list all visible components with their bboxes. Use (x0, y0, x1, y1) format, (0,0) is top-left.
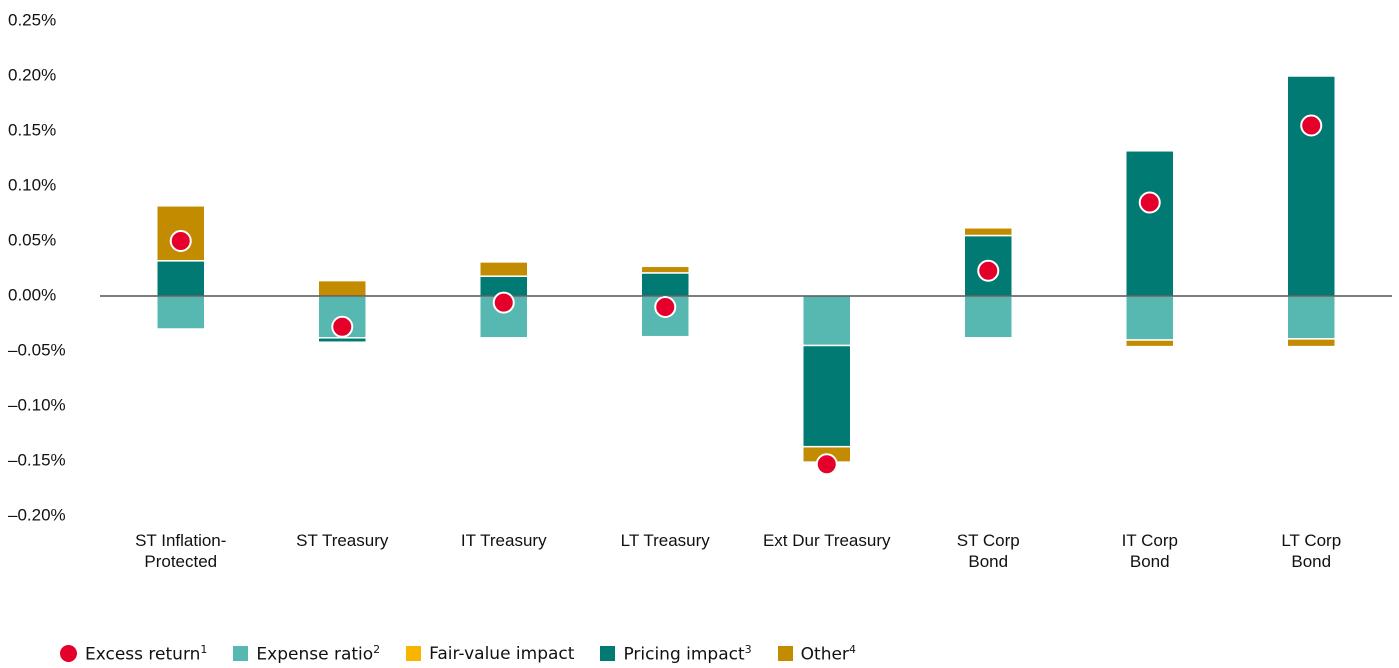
bar-segment (156, 295, 206, 330)
bar-segment (1286, 75, 1336, 297)
y-tick-label: 0.15% (8, 120, 56, 139)
x-tick-label: ST Inflation- Protected (135, 531, 227, 571)
bar-segment (1286, 338, 1336, 348)
excess-return-dot (654, 296, 677, 318)
legend-swatch (600, 646, 616, 662)
legend-swatch (406, 646, 422, 662)
bar-segment (317, 337, 367, 343)
legend-item: Excess return1 (60, 643, 207, 665)
x-tick-label: IT Corp Bond (1121, 531, 1178, 571)
bar-segment (1125, 150, 1175, 297)
bar-segment (1125, 339, 1175, 348)
legend-label: Expense ratio2 (256, 643, 380, 665)
x-tick-label: Ext Dur Treasury (762, 531, 891, 550)
y-tick-label: 0.05% (8, 230, 56, 249)
bar-segment (963, 295, 1013, 339)
legend-item: Other4 (777, 643, 856, 665)
x-tick-label: LT Treasury (620, 531, 710, 550)
excess-return-dot (977, 259, 1000, 282)
y-tick-label: –0.10% (8, 395, 66, 414)
legend-swatch (777, 646, 793, 662)
legend-label: Pricing impact3 (623, 643, 751, 665)
bar-segment (802, 344, 852, 448)
excess-return-dot (815, 453, 838, 476)
legend-sup: 3 (744, 643, 752, 656)
bar-segment (1125, 295, 1175, 341)
legend-label: Fair-value impact (429, 644, 574, 664)
legend-item: Expense ratio2 (233, 643, 380, 665)
legend-name: Pricing impact (623, 644, 745, 665)
legend-sup: 1 (200, 643, 208, 656)
excess-return-dot (331, 315, 354, 338)
bar-segment (156, 260, 206, 297)
legend-name: Fair-value impact (429, 643, 575, 664)
x-tick-label: LT Corp Bond (1281, 531, 1342, 571)
y-tick-label: –0.20% (8, 505, 66, 524)
legend-sup: 2 (373, 643, 381, 656)
bar-segment (963, 227, 1013, 237)
bar-segment (479, 261, 529, 277)
legend-label: Other4 (801, 643, 856, 665)
excess-return-dot (492, 291, 515, 314)
y-tick-label: 0.00% (8, 285, 56, 304)
y-tick-label: 0.10% (8, 175, 56, 194)
excess-return-dot (1300, 114, 1323, 137)
legend-swatch (233, 646, 249, 662)
bars (156, 75, 1336, 463)
dots (169, 114, 1323, 476)
bar-segment (317, 279, 367, 297)
bar-segment (640, 272, 690, 297)
excess-return-dot (1138, 191, 1161, 214)
y-tick-label: 0.20% (8, 65, 56, 84)
bar-segment (1286, 295, 1336, 340)
legend-item: Pricing impact3 (600, 643, 752, 665)
y-tick-label: –0.15% (8, 450, 66, 469)
legend-name: Expense ratio (256, 644, 374, 665)
x-tick-label: ST Corp Bond (956, 531, 1020, 571)
legend-sup: 4 (848, 643, 856, 656)
bar-segment (640, 265, 690, 274)
legend-item: Fair-value impact (406, 644, 574, 664)
bar-segment (802, 295, 852, 347)
legend-name: Other (800, 644, 849, 665)
legend: Excess return1 Expense ratio2 Fair-value i… (60, 643, 856, 665)
x-tick-label: IT Treasury (460, 531, 547, 550)
excess-return-dot (169, 230, 192, 252)
y-tick-label: 0.25% (8, 10, 56, 29)
x-tick-label: ST Treasury (296, 531, 389, 550)
legend-swatch (60, 645, 77, 663)
legend-name: Excess return (85, 644, 201, 665)
y-tick-label: –0.05% (8, 340, 66, 359)
legend-label: Excess return1 (85, 643, 207, 665)
